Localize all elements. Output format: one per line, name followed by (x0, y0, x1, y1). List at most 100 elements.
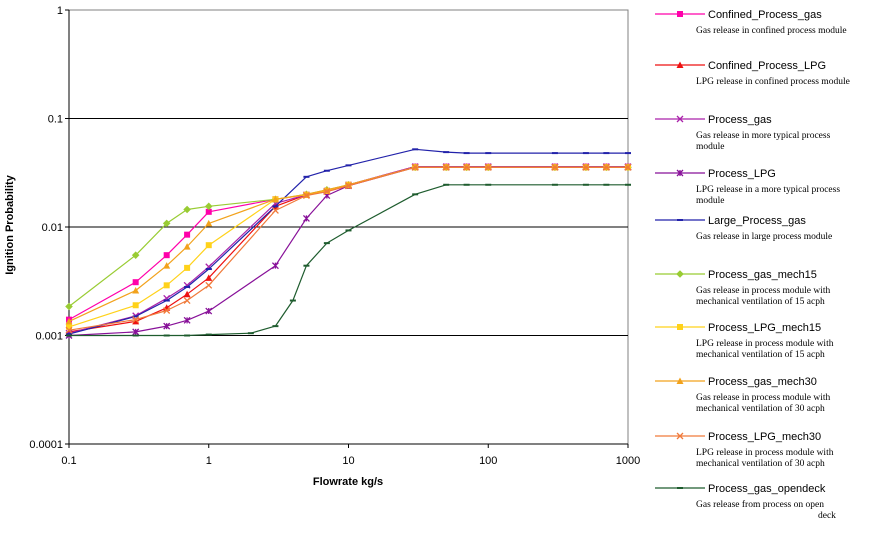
x-tick-label: 1000 (616, 455, 640, 467)
y-tick-label: 0.01 (42, 222, 63, 234)
legend-entry-Process_LPG_mech30: Process_LPG_mech30 LPG release in process… (655, 431, 834, 469)
data-point-Process_LPG_mech30 (582, 163, 590, 171)
data-point-Process_gas_opendeck (247, 332, 254, 335)
data-point-Large_Process_gas (412, 148, 419, 151)
legend-label: Confined_Process_gas (708, 9, 822, 21)
data-point-Confined_Process_gas (205, 208, 212, 215)
legend-marker (677, 324, 683, 330)
data-point-Large_Process_gas (345, 164, 352, 167)
data-point-Confined_Process_LPG (132, 317, 140, 325)
data-point-Process_gas_mech30 (65, 317, 73, 325)
data-point-Large_Process_gas (443, 151, 450, 154)
legend-marker (676, 169, 684, 177)
legend-entry-Process_LPG: Process_LPG LPG release in a more typical… (655, 168, 840, 206)
legend-label: Process_gas (708, 114, 772, 126)
x-tick-label: 1 (206, 455, 212, 467)
y-axis-title: Ignition Probability (4, 174, 16, 274)
data-point-Process_LPG_mech15 (132, 302, 139, 309)
legend-entry-Confined_Process_gas: Confined_Process_gas Gas release in confi… (655, 9, 847, 36)
legend-description: LPG release in a more typical process mod… (696, 185, 840, 206)
data-point-Process_LPG (205, 307, 213, 315)
data-point-Process_gas_opendeck (184, 334, 191, 337)
data-point-Large_Process_gas (66, 333, 72, 336)
data-point-Large_Process_gas (582, 152, 589, 155)
series-Process_gas_opendeck (66, 183, 631, 337)
data-point-Confined_Process_LPG (183, 290, 191, 298)
legend-description: Gas release in large process module (696, 232, 832, 242)
data-point-Process_gas_opendeck (163, 334, 170, 337)
data-point-Process_gas_mech15 (183, 205, 191, 214)
data-point-Process_gas_mech15 (65, 302, 73, 311)
data-point-Process_LPG_mech30 (302, 192, 310, 199)
data-point-Process_gas_mech30 (271, 195, 279, 203)
data-point-Large_Process_gas (485, 152, 492, 155)
data-point-Process_LPG (302, 214, 310, 222)
legend-description: Gas release in process module with mechan… (696, 393, 831, 414)
data-point-Process_LPG_mech15 (205, 242, 212, 249)
y-tick-label: 0.1 (48, 114, 63, 126)
data-point-Process_LPG_mech30 (163, 307, 171, 314)
legend-marker (677, 219, 683, 221)
data-point-Process_gas_opendeck (485, 183, 492, 186)
data-point-Process_gas_opendeck (303, 264, 310, 267)
legend-label: Process_gas_opendeck (708, 483, 826, 495)
data-point-Process_gas_opendeck (66, 334, 72, 337)
x-tick-label: 10 (342, 455, 354, 467)
legend-entry-Process_gas_mech15: Process_gas_mech15 Gas release in process… (655, 269, 831, 307)
data-point-Process_LPG (271, 262, 279, 270)
data-point-Process_gas_opendeck (625, 183, 631, 186)
data-point-Process_gas_opendeck (272, 325, 279, 328)
data-point-Process_gas_mech30 (132, 286, 140, 294)
data-point-Process_LPG (183, 316, 191, 324)
data-point-Large_Process_gas (163, 299, 170, 302)
data-point-Large_Process_gas (551, 152, 558, 155)
data-point-Process_gas_opendeck (582, 183, 589, 186)
data-point-Process_LPG_mech30 (624, 163, 632, 171)
data-point-Process_gas_mech15 (204, 202, 213, 211)
data-point-Process_gas_opendeck (289, 299, 296, 302)
data-point-Process_gas_opendeck (132, 334, 139, 337)
legend-marker (676, 377, 684, 384)
data-point-Process_gas_mech30 (163, 262, 171, 269)
data-point-Process_LPG_mech30 (411, 163, 419, 171)
data-point-Process_LPG_mech30 (183, 297, 191, 304)
data-point-Process_LPG_mech30 (484, 163, 492, 171)
legend-label: Process_LPG_mech15 (708, 322, 821, 334)
legend-description: LPG release in process module with mechan… (696, 448, 834, 469)
data-point-Process_gas_opendeck (443, 183, 450, 186)
data-point-Process_gas_mech15 (162, 219, 171, 228)
legend: Confined_Process_gas Gas release in confi… (655, 9, 850, 521)
data-point-Process_LPG_mech15 (163, 282, 170, 289)
data-point-Process_gas_mech30 (205, 219, 213, 227)
data-point-Confined_Process_LPG (205, 274, 213, 281)
legend-description: LPG release in process module with mechan… (696, 339, 834, 360)
data-point-Large_Process_gas (463, 152, 470, 155)
legend-marker (677, 487, 683, 489)
legend-label: Confined_Process_LPG (708, 60, 826, 72)
data-point-Process_gas_opendeck (551, 183, 558, 186)
legend-label: Process_gas_mech30 (708, 376, 817, 388)
data-point-Process_LPG_mech15 (184, 264, 191, 271)
legend-description: Gas release in more typical process modul… (696, 131, 831, 152)
x-tick-label: 100 (479, 455, 497, 467)
axes: 1 0.1 0.01 0.001 0.0001 0.1 1 10 100 1000 (29, 5, 640, 467)
data-point-Process_gas_opendeck (603, 183, 610, 186)
data-point-Process_gas_mech30 (183, 243, 191, 250)
data-point-Process_LPG_mech30 (463, 163, 471, 171)
legend-entry-Process_gas_mech30: Process_gas_mech30 Gas release in process… (655, 376, 831, 414)
data-point-Large_Process_gas (625, 152, 631, 155)
legend-description: Gas release in confined process module (696, 25, 847, 36)
data-point-Confined_Process_gas (184, 231, 191, 238)
data-point-Process_LPG_mech30 (602, 163, 610, 171)
data-point-Process_LPG_mech30 (551, 163, 559, 171)
data-point-Process_LPG_mech30 (442, 163, 450, 171)
data-point-Process_gas_opendeck (323, 242, 330, 245)
y-tick-label: 0.001 (35, 331, 63, 343)
legend-description: Gas release in process module with mechan… (696, 286, 831, 307)
data-point-Process_LPG_mech30 (345, 182, 352, 190)
data-point-Process_gas_opendeck (412, 193, 419, 196)
data-point-Process_gas_mech15 (131, 251, 140, 259)
data-point-Large_Process_gas (603, 152, 610, 155)
data-point-Process_gas_opendeck (205, 333, 212, 336)
